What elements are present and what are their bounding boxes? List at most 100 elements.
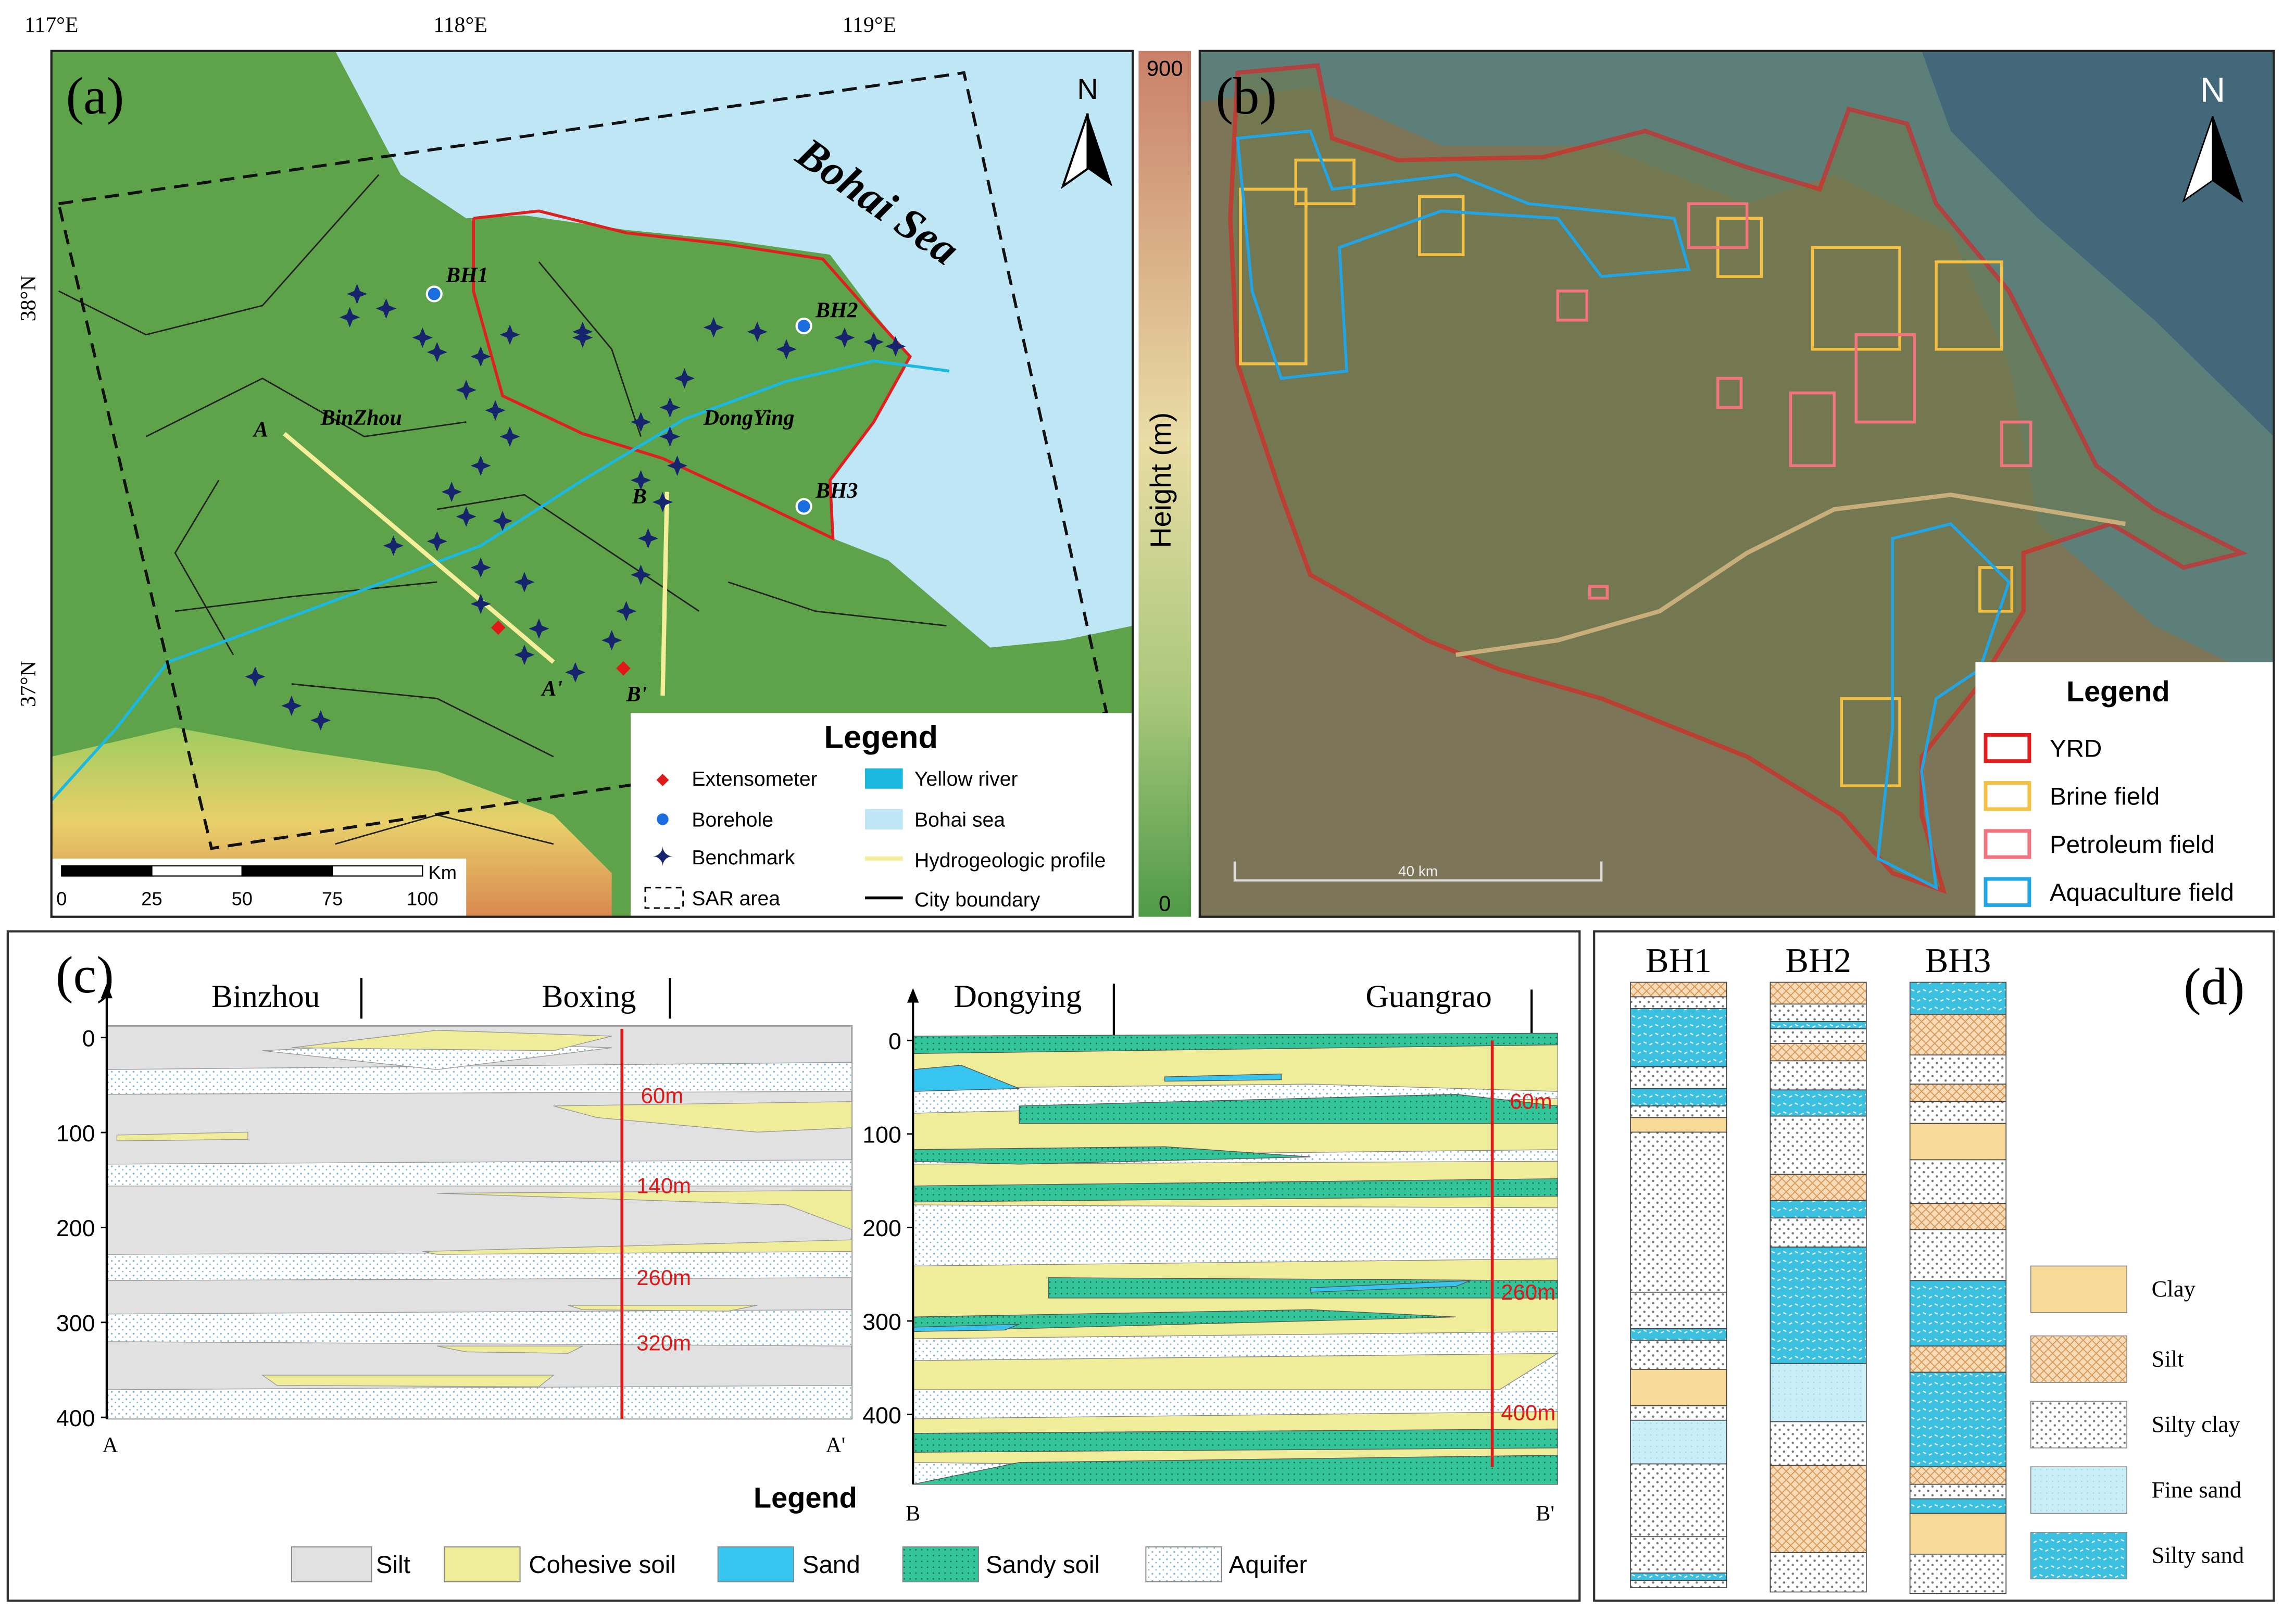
scale-tick: 75 xyxy=(322,888,343,909)
layer xyxy=(1630,1536,1727,1574)
layer xyxy=(1770,1174,1867,1201)
sea xyxy=(1199,51,2274,684)
profile-end: B xyxy=(906,1502,920,1526)
scale-segment xyxy=(61,865,153,877)
borehole-label: BH3 xyxy=(815,479,858,503)
layer xyxy=(1770,1021,1867,1029)
profile-end: A xyxy=(252,418,268,442)
scale-bar xyxy=(1233,861,1603,882)
benchmark xyxy=(514,645,535,665)
legend-label: City boundary xyxy=(914,889,1040,911)
sand xyxy=(912,1065,1471,1332)
layer xyxy=(1770,1003,1867,1022)
y-tick-label: 400 xyxy=(862,1403,901,1428)
profile-end: A' xyxy=(541,677,563,701)
layer xyxy=(1630,981,1727,998)
place-label: Guangrao xyxy=(1365,979,1491,1014)
y-tick-label: 100 xyxy=(56,1121,95,1147)
layer xyxy=(1909,1229,2006,1281)
layer xyxy=(1630,1463,1727,1538)
layer xyxy=(1630,1131,1727,1293)
borehole-label: BH2 xyxy=(815,298,858,322)
layer xyxy=(1909,1554,2006,1594)
legend-symbol xyxy=(1984,877,2031,907)
panel-d: (d) BH1 BH2 BH3 Clay Silt Silty clay Fin… xyxy=(1593,930,2275,1602)
depth-label: 60m xyxy=(641,1083,684,1107)
benchmark xyxy=(747,321,768,342)
scale-segment xyxy=(151,865,243,877)
benchmark xyxy=(375,298,397,319)
benchmark xyxy=(565,662,586,683)
benchmark xyxy=(659,426,681,447)
layer xyxy=(1630,1580,1727,1588)
place-label: Binzhou xyxy=(211,979,320,1014)
benchmark xyxy=(456,506,476,527)
legend-label: Sandy soil xyxy=(986,1551,1100,1579)
legend-label: Brine field xyxy=(2050,783,2160,811)
benchmark xyxy=(834,327,855,348)
benchmark xyxy=(470,346,491,367)
benchmark xyxy=(637,528,659,549)
layer xyxy=(1909,1084,2006,1102)
benchmark xyxy=(631,564,651,585)
layer xyxy=(1909,1101,2006,1124)
axis-arrow xyxy=(101,984,113,999)
colorbar xyxy=(1138,51,1191,917)
yrd-boundary xyxy=(1228,63,2248,894)
layer xyxy=(1909,1280,2006,1347)
axis-arrow xyxy=(907,988,919,1003)
legend-symbol xyxy=(864,809,903,830)
benchmark xyxy=(470,594,491,614)
layer xyxy=(1770,1421,1867,1466)
north-label: N xyxy=(2200,71,2225,110)
legend-title: Legend xyxy=(824,720,938,756)
benchmarks xyxy=(245,283,906,731)
lon-tick: 118°E xyxy=(433,13,487,37)
place-label: Boxing xyxy=(542,979,636,1014)
benchmark xyxy=(347,283,368,305)
legend-swatches xyxy=(2030,1265,2127,1580)
legend-symbol xyxy=(1984,781,2031,811)
legend-symbol xyxy=(644,887,684,909)
lat-tick: 37°N xyxy=(17,661,41,707)
column-label: BH3 xyxy=(1925,941,1991,980)
benchmark xyxy=(631,411,651,433)
layer xyxy=(1770,1060,1867,1091)
cohesive-soil xyxy=(116,1030,852,1388)
benchmark xyxy=(412,327,433,348)
profile-end: B' xyxy=(1536,1502,1554,1526)
legend-title: Legend xyxy=(754,1481,857,1514)
column-label: BH1 xyxy=(1646,941,1712,980)
colorbar-title: Height (m) xyxy=(1144,412,1177,548)
benchmark xyxy=(601,630,622,651)
y-tick-label: 200 xyxy=(56,1216,95,1241)
benchmark xyxy=(703,317,724,338)
layer xyxy=(1770,981,1867,1005)
layer xyxy=(1630,1105,1727,1118)
profile-end: B xyxy=(632,485,647,509)
benchmark xyxy=(529,618,549,639)
layer xyxy=(1630,1066,1727,1089)
layer xyxy=(1909,1466,2006,1485)
colorbar-max: 900 xyxy=(1147,56,1183,80)
sea xyxy=(335,51,1133,648)
profile-b xyxy=(660,492,670,696)
legend-label: Silt xyxy=(376,1551,410,1579)
benchmark xyxy=(572,321,593,342)
layer xyxy=(1630,1419,1727,1465)
scale-tick: 0 xyxy=(56,888,67,909)
scale-segment xyxy=(331,865,423,877)
frame xyxy=(1198,49,2275,918)
benchmark xyxy=(485,400,506,421)
depth-label: 320m xyxy=(636,1331,691,1355)
legend-symbol: ✦ xyxy=(651,842,673,872)
benchmark xyxy=(631,470,651,490)
legend-label: Fine sand xyxy=(2152,1477,2242,1503)
layer xyxy=(1770,1200,1867,1219)
layer xyxy=(1909,1054,2006,1085)
profile-a xyxy=(283,432,555,664)
north-arrow xyxy=(1087,113,1113,186)
benchmark xyxy=(340,307,360,328)
